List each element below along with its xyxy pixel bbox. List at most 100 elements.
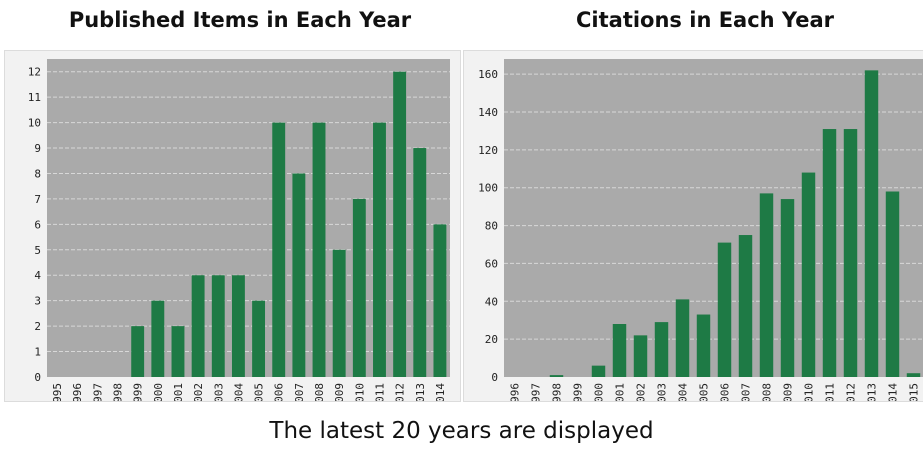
bar-2014 bbox=[885, 191, 900, 377]
x-tick-label: 2011 bbox=[824, 383, 837, 401]
chart-title-published: Published Items in Each Year bbox=[68, 8, 412, 32]
bar-2006 bbox=[717, 242, 732, 377]
x-tick-label: 2014 bbox=[887, 383, 900, 401]
y-tick-label: 0 bbox=[491, 371, 498, 384]
x-tick-label: 2015 bbox=[908, 383, 921, 401]
bar-2005 bbox=[252, 300, 266, 377]
x-tick-label: 2013 bbox=[414, 383, 427, 401]
bar-2008 bbox=[312, 122, 326, 377]
y-tick-label: 80 bbox=[485, 220, 498, 233]
x-tick-label: 1998 bbox=[112, 383, 125, 401]
y-tick-label: 12 bbox=[28, 66, 41, 79]
citations-chart: 0 20 40 60 80 100 120 140 160 1996 1997 1998 1999 200… bbox=[478, 59, 923, 401]
x-tick-label: 2006 bbox=[273, 383, 286, 401]
x-tick-label: 2009 bbox=[782, 383, 795, 401]
y-tick-label: 0 bbox=[34, 371, 41, 384]
bar-2003 bbox=[654, 322, 669, 377]
bar-2013 bbox=[413, 148, 427, 377]
y-tick-label: 2 bbox=[34, 320, 41, 333]
x-tick-label: 2004 bbox=[232, 383, 245, 401]
x-tick-label: 2000 bbox=[152, 383, 165, 401]
x-tick-label: 2003 bbox=[212, 383, 225, 401]
bar-2003 bbox=[211, 275, 225, 377]
bar-2010 bbox=[801, 172, 816, 377]
x-tick-label: 2004 bbox=[677, 383, 690, 401]
x-tick-label: 1996 bbox=[509, 383, 522, 401]
bar-2012 bbox=[843, 129, 858, 377]
y-tick-label: 4 bbox=[34, 269, 41, 282]
x-tick-label: 2008 bbox=[761, 383, 774, 401]
y-tick-label: 8 bbox=[34, 167, 41, 180]
y-tick-label: 60 bbox=[485, 257, 498, 270]
x-tick-label: 1998 bbox=[551, 383, 564, 401]
bar-2001 bbox=[171, 326, 185, 377]
bar-2014 bbox=[433, 224, 447, 377]
x-tick-label: 2001 bbox=[614, 383, 627, 401]
bar-2007 bbox=[738, 235, 753, 377]
bar-2010 bbox=[352, 198, 366, 377]
x-tick-label: 2003 bbox=[656, 383, 669, 401]
x-tick-label: 2012 bbox=[845, 383, 858, 401]
x-tick-label: 2007 bbox=[293, 383, 306, 401]
x-tick-label: 2007 bbox=[740, 383, 753, 401]
plot-area bbox=[47, 59, 450, 377]
y-tick-label: 160 bbox=[478, 68, 498, 81]
x-tick-label: 2014 bbox=[434, 383, 447, 401]
y-tick-label: 120 bbox=[478, 144, 498, 157]
x-tick-label: 2009 bbox=[333, 383, 346, 401]
x-tick-label: 2005 bbox=[698, 383, 711, 401]
x-tick-label: 2008 bbox=[313, 383, 326, 401]
bar-2002 bbox=[633, 335, 648, 377]
x-tick-label: 1999 bbox=[572, 383, 585, 401]
bar-2011 bbox=[822, 129, 837, 377]
x-tick-label: 2006 bbox=[719, 383, 732, 401]
x-tick-label: 1999 bbox=[132, 383, 145, 401]
bar-2006 bbox=[272, 122, 286, 377]
bar-2013 bbox=[864, 70, 879, 377]
bar-2009 bbox=[780, 199, 795, 377]
y-tick-label: 7 bbox=[34, 193, 41, 206]
x-tick-label: 1997 bbox=[91, 383, 104, 401]
plot-area bbox=[504, 59, 923, 377]
x-tick-label: 2013 bbox=[866, 383, 879, 401]
bar-2000 bbox=[151, 300, 165, 377]
y-tick-label: 10 bbox=[28, 117, 41, 130]
x-tick-label: 2002 bbox=[635, 383, 648, 401]
x-tick-label: 2011 bbox=[373, 383, 386, 401]
bar-2004 bbox=[231, 275, 245, 377]
bar-2004 bbox=[675, 299, 690, 377]
x-tick-label: 1995 bbox=[51, 383, 64, 401]
bar-2012 bbox=[393, 71, 407, 377]
footer-caption: The latest 20 years are displayed bbox=[269, 418, 654, 444]
y-tick-label: 140 bbox=[478, 106, 498, 119]
x-tick-label: 1996 bbox=[71, 383, 84, 401]
x-tick-label: 2010 bbox=[353, 383, 366, 401]
y-tick-label: 9 bbox=[34, 142, 41, 155]
bar-2001 bbox=[612, 324, 627, 377]
published-items-chart-panel: 0 1 2 3 4 5 6 7 8 9 10 11 12 1995 1996 1997 1998 1999 2000… bbox=[4, 50, 461, 402]
y-tick-label: 3 bbox=[34, 295, 41, 308]
y-tick-label: 11 bbox=[28, 91, 41, 104]
y-tick-label: 5 bbox=[34, 244, 41, 257]
x-tick-label: 1997 bbox=[530, 383, 543, 401]
chart-title-citations: Citations in Each Year bbox=[576, 8, 834, 32]
x-tick-label: 2012 bbox=[394, 383, 407, 401]
x-tick-label: 2001 bbox=[172, 383, 185, 401]
bar-1998 bbox=[549, 375, 564, 377]
bar-2009 bbox=[332, 249, 346, 377]
y-tick-label: 20 bbox=[485, 333, 498, 346]
x-tick-label: 2000 bbox=[593, 383, 606, 401]
y-tick-label: 100 bbox=[478, 182, 498, 195]
x-tick-label: 2010 bbox=[803, 383, 816, 401]
bar-1999 bbox=[131, 326, 145, 377]
bar-2011 bbox=[373, 122, 386, 377]
y-tick-label: 40 bbox=[485, 295, 498, 308]
x-tick-label: 2002 bbox=[192, 383, 205, 401]
bar-2015 bbox=[906, 373, 921, 377]
bar-2000 bbox=[591, 365, 606, 377]
x-tick-label: 2005 bbox=[253, 383, 266, 401]
bar-2005 bbox=[696, 314, 711, 377]
bar-2007 bbox=[292, 173, 306, 377]
bar-2002 bbox=[191, 275, 205, 377]
y-tick-label: 1 bbox=[34, 346, 41, 359]
